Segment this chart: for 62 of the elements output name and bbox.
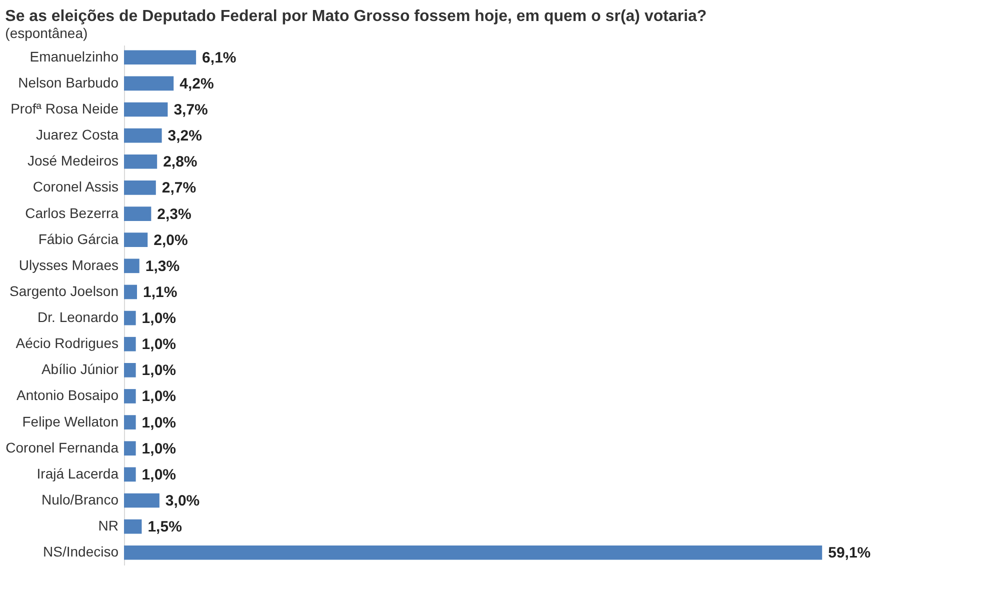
y-tick-label: NR	[98, 518, 118, 534]
data-label: 3,0%	[165, 492, 200, 510]
y-tick-label: Carlos Bezerra	[25, 204, 119, 221]
chart-title: Se as eleições de Deputado Federal por Mato Grosso fossem hoje, em quem o sr(a) votaria?	[5, 8, 707, 25]
y-tick-label: Coronel Fernanda	[6, 439, 119, 456]
y-tick-label: Abílio Júnior	[41, 361, 119, 378]
bar	[124, 180, 156, 195]
data-label: 2,8%	[163, 154, 198, 171]
bar	[124, 232, 148, 248]
data-label: 1,5%	[148, 518, 182, 536]
data-label: 1,0%	[142, 440, 176, 458]
bar	[124, 206, 152, 221]
data-label: 3,7%	[174, 102, 208, 119]
y-tick-label: Dr. Leonardo	[38, 309, 119, 326]
y-tick-label: Juarez Costa	[36, 126, 119, 143]
data-label: 3,2%	[168, 128, 202, 145]
data-label: 1,1%	[142, 284, 178, 301]
bar	[124, 362, 136, 378]
y-tick-label: Sargento Joelson	[10, 282, 118, 299]
bar	[124, 284, 137, 300]
data-label: 4,2%	[180, 75, 214, 92]
data-label: 2,7%	[162, 180, 196, 197]
bar	[124, 441, 136, 456]
data-label: 1,0%	[142, 388, 176, 406]
bar	[124, 545, 822, 560]
data-label: 2,0%	[154, 232, 188, 249]
bar	[124, 258, 140, 274]
bar	[124, 389, 136, 404]
bar	[124, 128, 162, 143]
y-tick-label: Coronel Assis	[32, 178, 118, 195]
bar	[124, 102, 168, 117]
bar	[124, 415, 136, 430]
y-tick-label: Aécio Rodrigues	[16, 335, 118, 352]
y-tick-label: Antonio Bosaipo	[16, 387, 119, 404]
data-label: 1,0%	[142, 414, 176, 432]
data-label: 2,3%	[157, 206, 192, 223]
data-label: 59,1%	[828, 544, 871, 562]
y-tick-label: Fábio Gárcia	[38, 230, 119, 247]
bar	[124, 154, 158, 169]
bar	[124, 493, 160, 508]
data-label: 1,0%	[142, 362, 176, 380]
y-tick-label: José Medeiros	[27, 152, 118, 169]
y-tick-label: Nulo/Branco	[41, 491, 119, 508]
bar	[124, 76, 174, 91]
bar	[124, 50, 196, 65]
y-tick-label: Felipe Wellaton	[22, 413, 118, 430]
y-tick-label: Emanuelzinho	[30, 48, 119, 64]
data-label: 1,0%	[142, 336, 176, 354]
bar	[124, 336, 136, 352]
y-tick-label: Ulysses Moraes	[18, 256, 118, 273]
data-label: 1,0%	[142, 310, 176, 328]
data-label: 6,1%	[202, 49, 236, 66]
y-tick-label: Nelson Barbudo	[18, 74, 119, 90]
data-label: 1,3%	[145, 258, 180, 275]
chart-subtitle: (espontânea)	[5, 25, 88, 41]
data-label: 1,0%	[142, 466, 176, 484]
y-tick-label: Profª Rosa Neide	[10, 100, 119, 117]
bar	[124, 467, 136, 482]
y-tick-label: NS/Indeciso	[43, 544, 119, 560]
bar	[124, 519, 142, 534]
y-tick-label: Irajá Lacerda	[36, 465, 119, 482]
bar	[124, 310, 136, 326]
